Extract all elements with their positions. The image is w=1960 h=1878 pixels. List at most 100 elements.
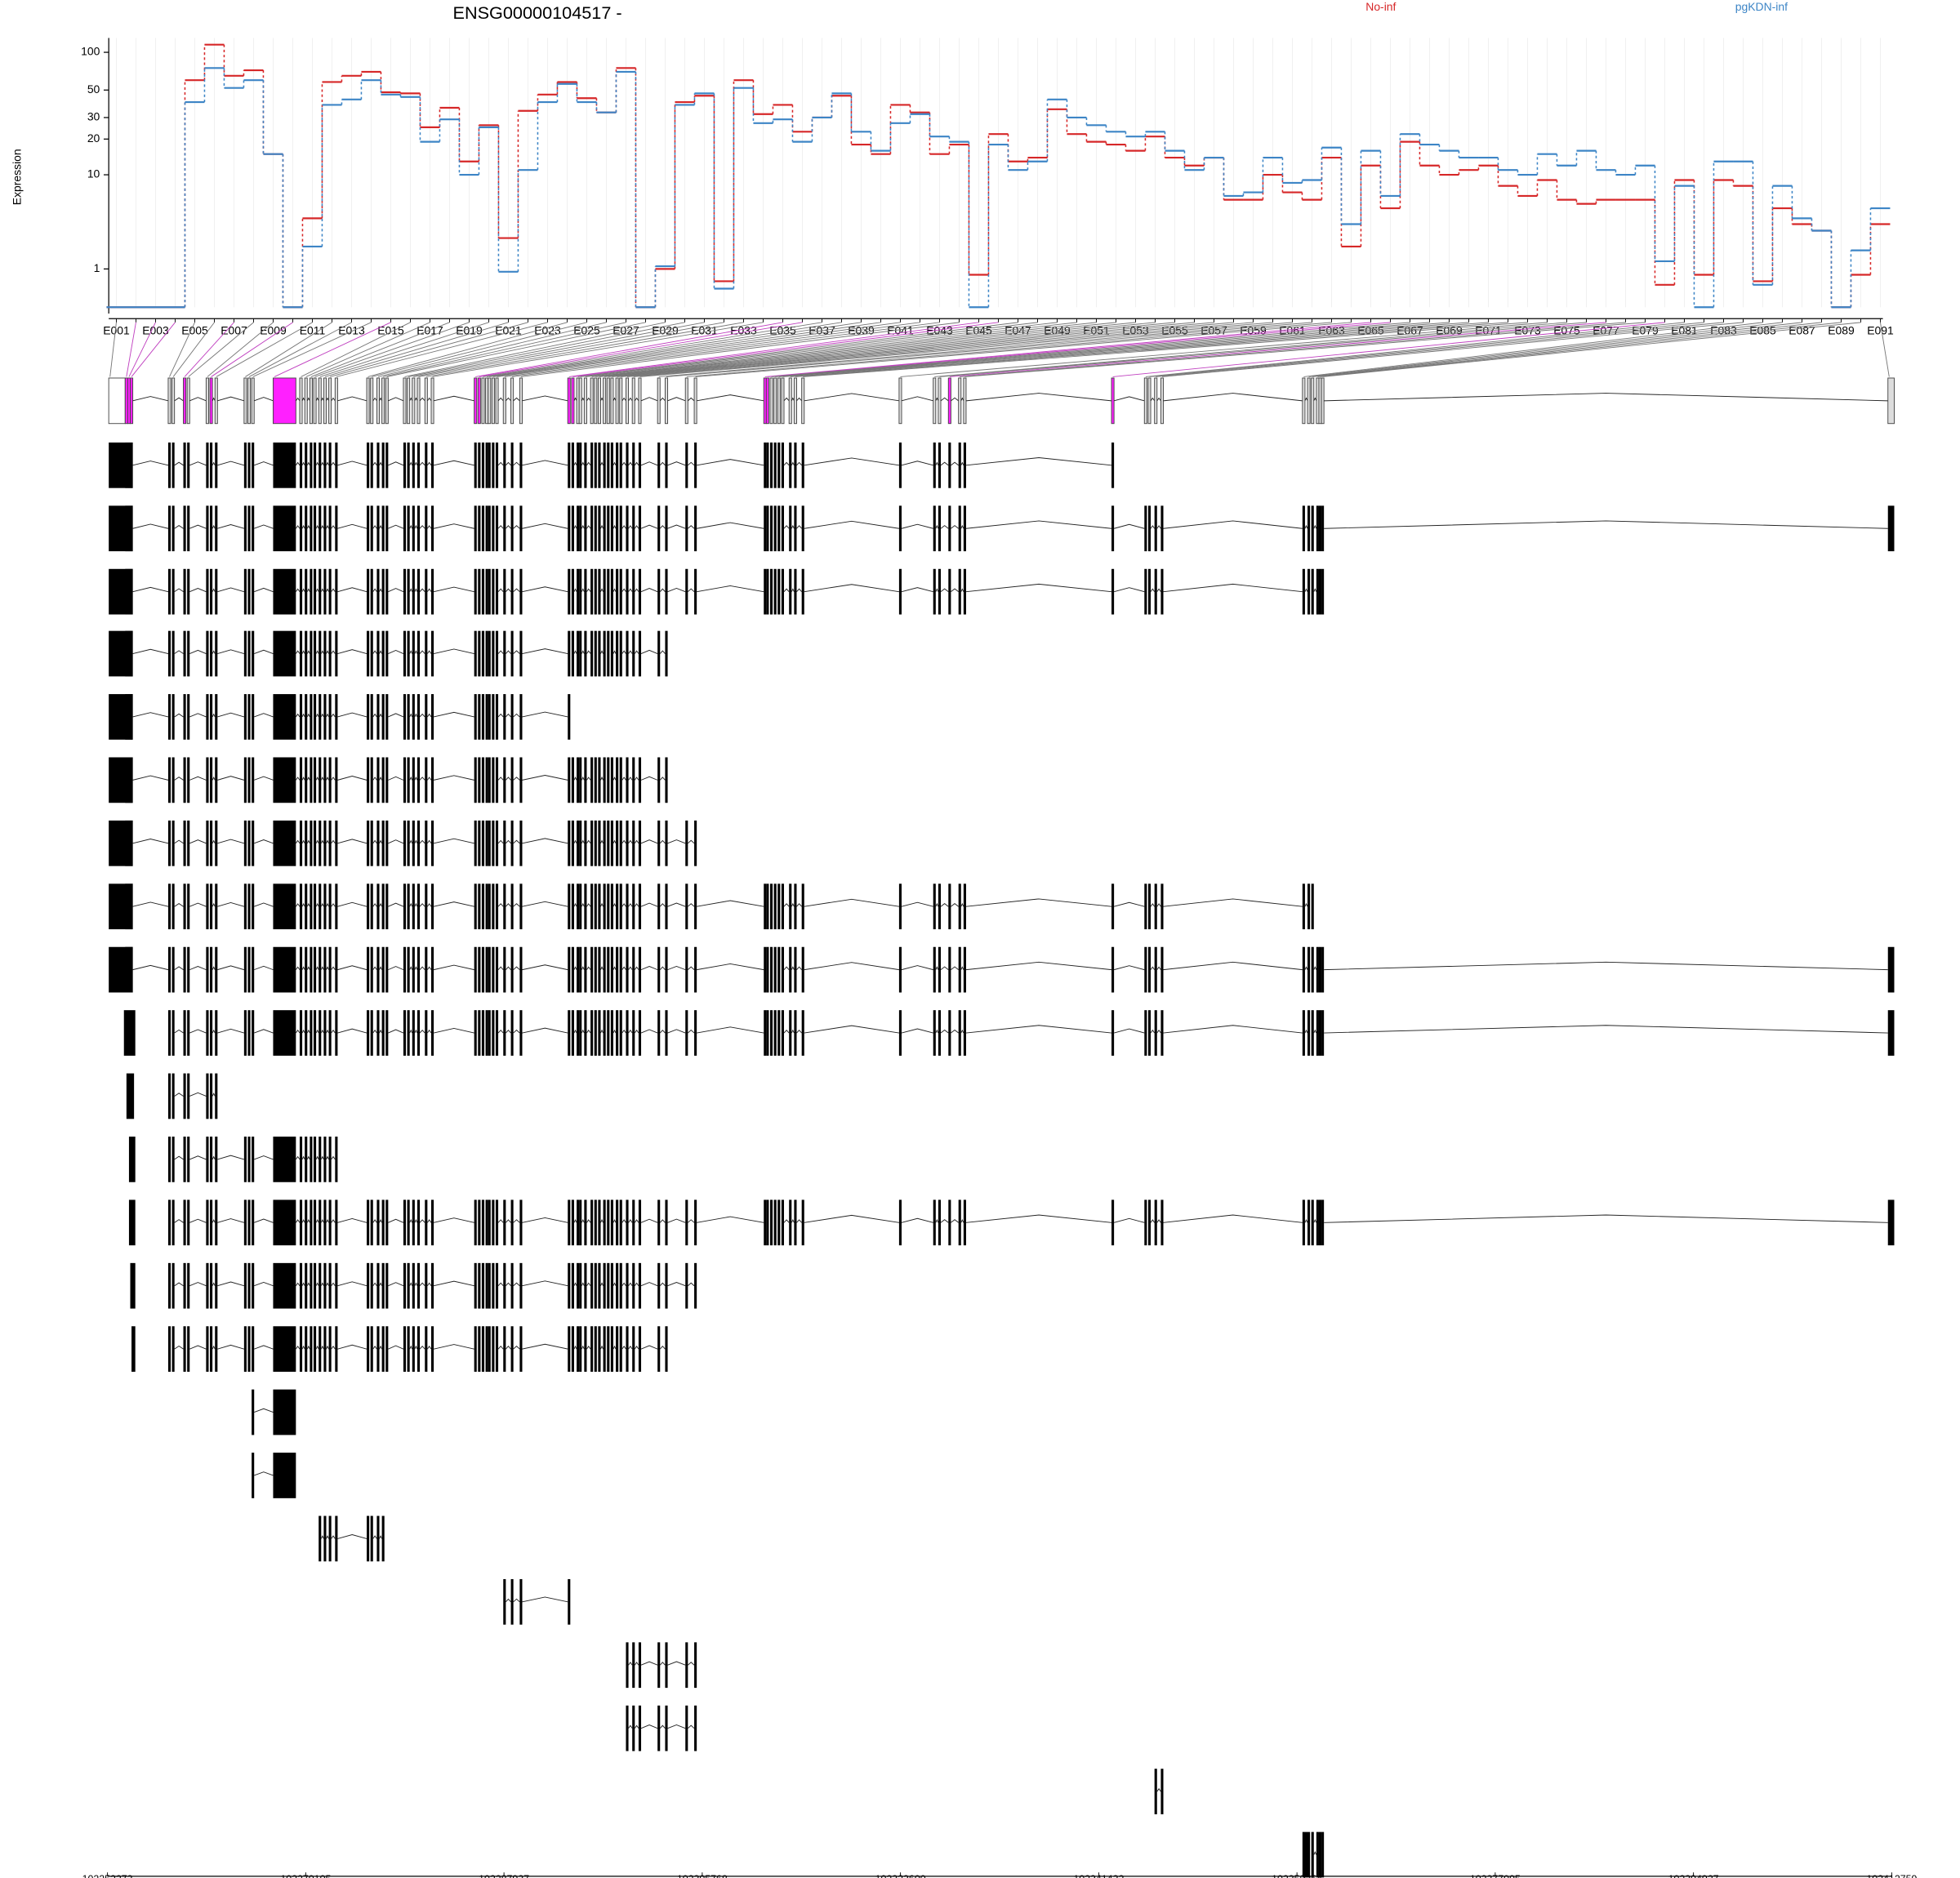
exon [335,505,338,552]
exon [481,820,485,866]
intron [320,524,324,529]
exon-connector [483,322,822,377]
exon [665,505,668,552]
intron [388,524,404,529]
intron [132,523,169,529]
intron [254,1029,274,1034]
intron [600,777,604,781]
exon-connector [475,322,783,377]
exon [898,505,902,552]
exon [773,1010,777,1056]
exon [335,694,338,740]
exon [1302,1010,1305,1056]
intron [306,1155,310,1160]
exon [128,1199,136,1246]
intron [659,903,666,907]
intron [388,966,404,971]
exon [594,377,598,425]
exon [603,820,606,866]
intron [965,583,1112,593]
intron [688,1662,695,1666]
exon [619,820,622,866]
x-tick-label: E005 [181,323,208,336]
exon [243,568,247,615]
exon [478,1262,481,1309]
intron [659,588,666,592]
intron [301,777,305,781]
exon [407,568,410,615]
exon [127,568,131,615]
intron [372,713,377,718]
intron [497,1282,504,1287]
exon [626,883,629,930]
exon [577,630,580,677]
exon [488,1326,491,1373]
exon [210,946,213,993]
exon [206,946,209,993]
exon [243,757,247,803]
exon [610,757,613,803]
intron [409,650,413,654]
exon [183,757,186,803]
exon [519,630,523,677]
exon [603,1199,606,1246]
intron [1313,1218,1317,1223]
exon [247,1137,251,1182]
intron [1324,393,1888,402]
exon [172,630,175,677]
exon [335,1199,338,1246]
exon [638,505,642,552]
intron [419,966,425,970]
intron [1114,396,1145,402]
exon [801,377,805,425]
intron [960,966,964,970]
exon [172,1073,175,1119]
exon [403,883,407,930]
intron [1156,903,1161,907]
exon [130,377,134,425]
exon [370,1326,373,1373]
intron [600,650,604,654]
y-tick-label: 100 [81,45,100,58]
intron [419,461,425,466]
exon [685,1705,688,1751]
exon [665,630,668,677]
exon [318,1326,322,1373]
exon [571,442,574,488]
intron [212,1218,216,1223]
exon [610,1010,613,1056]
exon [367,1515,370,1562]
exon [210,757,213,803]
exon [252,568,255,615]
exon [607,946,610,993]
exon [657,505,661,552]
intron [640,461,658,466]
exon [299,757,303,803]
intron [573,461,577,466]
exon [299,630,303,677]
exon [335,946,338,993]
exon [1160,377,1164,425]
exon [495,630,499,677]
exon [412,505,415,552]
exon [801,505,804,552]
intron [960,397,964,402]
intron [522,1027,568,1034]
exon [183,1010,186,1056]
exon [328,1326,332,1373]
intron [522,460,568,466]
intron [320,1535,324,1539]
intron [951,397,959,402]
intron [965,961,1112,971]
intron [326,1282,330,1286]
exon [376,630,380,677]
exon [958,1199,961,1246]
intron [581,650,585,654]
exon [335,1326,338,1373]
intron [315,902,319,907]
intron [573,1282,577,1286]
intron [513,397,520,402]
intron [331,839,336,844]
exon [781,1010,784,1056]
intron [295,966,301,970]
